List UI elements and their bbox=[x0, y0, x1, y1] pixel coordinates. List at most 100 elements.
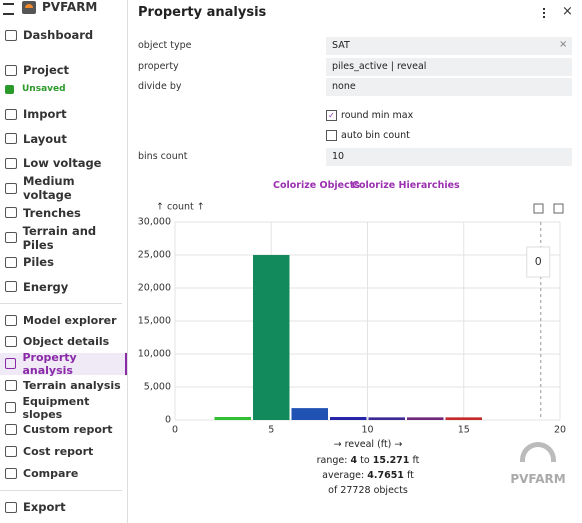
nav-item[interactable]: Cost report bbox=[0, 440, 127, 462]
nav-item[interactable]: Equipment slopes bbox=[0, 395, 127, 421]
nav-icon bbox=[5, 133, 17, 145]
nav-label: Medium voltage bbox=[22, 174, 75, 203]
nav-icon bbox=[5, 157, 17, 169]
bar bbox=[214, 417, 251, 420]
more-menu[interactable] bbox=[543, 8, 547, 18]
nav-item[interactable]: Custom report bbox=[0, 419, 127, 441]
nav-item[interactable]: Model explorer bbox=[0, 309, 127, 331]
average-stat: average: 4.7651 ft bbox=[268, 470, 468, 481]
text: range: bbox=[316, 455, 348, 466]
bar bbox=[445, 417, 482, 420]
nav-label: Export bbox=[23, 500, 66, 514]
nav-item[interactable]: Piles bbox=[0, 251, 127, 273]
close-button[interactable]: × bbox=[562, 4, 573, 19]
nav-item[interactable]: Export bbox=[0, 496, 127, 518]
nav-icon bbox=[5, 501, 17, 513]
y-tick-label: 15,000 bbox=[138, 316, 171, 327]
nav-label: Terrain analysis bbox=[23, 379, 121, 393]
fit-button[interactable] bbox=[533, 203, 544, 214]
nav-label: Project bbox=[23, 63, 70, 77]
field-label: property bbox=[138, 60, 179, 72]
checkbox[interactable]: auto bin count bbox=[326, 130, 410, 141]
nav-label: Layout bbox=[23, 131, 67, 146]
logo-icon bbox=[22, 1, 36, 14]
x-tick-label: 10 bbox=[361, 425, 373, 436]
nav-item[interactable]: Layout bbox=[0, 128, 127, 150]
field-input[interactable]: piles_active | reveal bbox=[326, 57, 572, 76]
nav-icon bbox=[5, 314, 17, 326]
nav-item[interactable]: Terrain and Piles bbox=[0, 223, 127, 252]
checkbox-box bbox=[326, 130, 337, 141]
nav-label: Energy bbox=[23, 279, 69, 294]
nav-label: Terrain and Piles bbox=[22, 223, 97, 252]
nav-icon bbox=[5, 380, 17, 392]
text: average: bbox=[322, 470, 365, 481]
menu-button[interactable] bbox=[3, 3, 14, 15]
status: Unsaved bbox=[5, 84, 66, 94]
field-input[interactable]: 10 bbox=[326, 148, 572, 166]
histogram: ↑ count ↑ 0 5,000 10,000 15,000 20,000 25,000… bbox=[138, 202, 566, 436]
y-tick-label: 30,000 bbox=[138, 217, 171, 228]
value: 4 bbox=[350, 455, 358, 466]
nav-label: Custom report bbox=[23, 423, 113, 436]
nav-icon bbox=[5, 402, 17, 414]
nav-label: Piles bbox=[23, 255, 54, 270]
field-input[interactable]: SAT bbox=[326, 37, 572, 55]
y-tick-label: 20,000 bbox=[138, 283, 171, 294]
nav-item[interactable]: Medium voltage bbox=[0, 174, 127, 203]
export-button[interactable] bbox=[553, 203, 564, 214]
checkbox-label: round min max bbox=[341, 110, 414, 121]
nav-icon bbox=[5, 256, 17, 268]
nav-icon bbox=[5, 232, 17, 243]
y-axis-label: ↑ count ↑ bbox=[156, 202, 205, 213]
x-tick-label: 5 bbox=[268, 425, 274, 436]
brand: PVFARM bbox=[42, 0, 98, 14]
x-tick-label: 0 bbox=[172, 425, 178, 436]
separator bbox=[0, 303, 122, 304]
range-stat: range: 4 to 15.271 ft bbox=[268, 455, 468, 466]
checkbox-label: auto bin count bbox=[341, 130, 410, 141]
y-tick-label: 0 bbox=[165, 415, 171, 426]
nav-item[interactable]: Object details bbox=[0, 331, 127, 353]
nav-label: Low voltage bbox=[23, 156, 102, 171]
nav-item[interactable]: Compare bbox=[0, 462, 127, 484]
nav-icon bbox=[5, 108, 17, 120]
separator bbox=[0, 490, 122, 491]
nav-item[interactable]: Low voltage bbox=[0, 152, 127, 174]
panel-title: Property analysis bbox=[138, 5, 267, 20]
nav-item[interactable]: Project bbox=[0, 59, 127, 81]
nav-icon bbox=[5, 182, 17, 194]
nav-label: Trenches bbox=[23, 205, 81, 220]
nav-label: Model explorer bbox=[23, 313, 117, 327]
colorize-objects[interactable]: Colorize Objects bbox=[273, 180, 360, 191]
nav-icon bbox=[5, 29, 17, 41]
nav-label: Dashboard bbox=[23, 28, 94, 42]
text: to bbox=[360, 455, 370, 466]
field-input[interactable]: none bbox=[326, 78, 572, 96]
nav-item[interactable]: Import bbox=[0, 103, 127, 125]
nav-icon bbox=[5, 445, 17, 457]
bar bbox=[291, 408, 328, 420]
clear-button[interactable]: × bbox=[559, 39, 568, 50]
unit: ft bbox=[412, 455, 420, 466]
nav-item[interactable]: Trenches bbox=[0, 202, 127, 224]
bar bbox=[407, 417, 444, 420]
checkbox[interactable]: ✓ round min max bbox=[326, 110, 413, 121]
nav-label: Import bbox=[23, 107, 67, 121]
nav-label: Object details bbox=[23, 335, 110, 349]
nav-item[interactable]: Energy bbox=[0, 276, 127, 298]
sidebar: PVFARM Dashboard Project Unsaved Import Layo… bbox=[0, 0, 128, 523]
nav-icon bbox=[5, 207, 17, 219]
y-tick-label: 10,000 bbox=[138, 349, 171, 360]
nav-item[interactable]: Terrain analysis bbox=[0, 375, 127, 397]
nav-icon bbox=[5, 64, 17, 76]
nav-item[interactable]: Dashboard bbox=[0, 24, 127, 46]
bar bbox=[253, 255, 290, 420]
field-label: object type bbox=[138, 40, 192, 51]
colorize-hierarchies[interactable]: Colorize Hierarchies bbox=[352, 180, 460, 191]
x-tick-label: 15 bbox=[458, 425, 470, 436]
nav-icon bbox=[5, 467, 17, 479]
nav-label: Property analysis bbox=[22, 350, 77, 377]
nav-item[interactable]: Property analysis bbox=[0, 350, 127, 377]
